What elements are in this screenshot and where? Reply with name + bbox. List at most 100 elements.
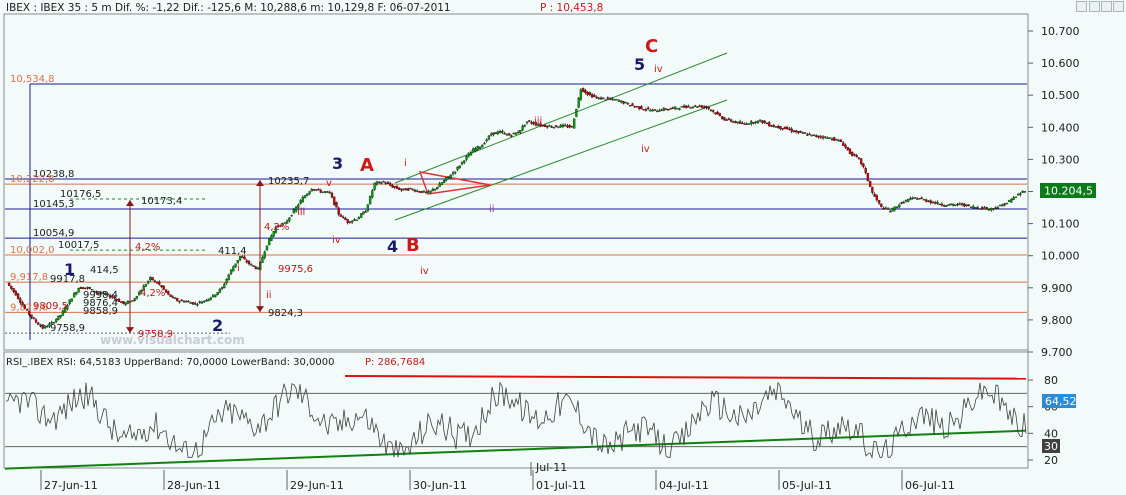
candle-body bbox=[629, 105, 632, 107]
candle-body bbox=[321, 191, 325, 194]
candle-body bbox=[862, 163, 865, 167]
scroll-up-button[interactable] bbox=[1076, 1, 1087, 12]
candle-body bbox=[555, 125, 558, 128]
candle-body bbox=[696, 106, 699, 108]
candle-body bbox=[911, 197, 914, 199]
candle-body bbox=[821, 136, 825, 139]
wave-label: iii bbox=[297, 207, 305, 218]
candle-body bbox=[824, 136, 827, 138]
candle-body bbox=[920, 197, 923, 199]
candle-body bbox=[10, 285, 13, 289]
candle-body bbox=[537, 124, 540, 126]
candle-body bbox=[806, 134, 809, 136]
candle-body bbox=[790, 128, 793, 132]
candle-body bbox=[351, 220, 354, 223]
candle-body bbox=[608, 98, 612, 100]
candle-body bbox=[891, 207, 894, 212]
candle-body bbox=[465, 156, 468, 160]
candle-body bbox=[644, 109, 648, 111]
candle-body bbox=[171, 296, 174, 298]
price-tick-label: 9.800 bbox=[1041, 314, 1073, 327]
candle-body bbox=[815, 135, 818, 137]
candle-body bbox=[716, 111, 719, 115]
candle-body bbox=[940, 203, 944, 206]
candle-body bbox=[918, 198, 921, 200]
candle-body bbox=[720, 116, 724, 119]
candle-body bbox=[523, 125, 526, 127]
candle-body bbox=[310, 189, 313, 192]
time-axis: 27-Jun-11 28-Jun-11 29-Jun-11 30-Jun-11 01-J… bbox=[40, 461, 955, 492]
price-tick-label: 10.400 bbox=[1041, 121, 1080, 134]
candle-body bbox=[727, 118, 731, 120]
candle-body bbox=[783, 126, 787, 130]
candle-body bbox=[734, 121, 737, 123]
candle-body bbox=[324, 191, 327, 193]
candle-body bbox=[992, 208, 995, 210]
wave-label: C bbox=[645, 36, 658, 57]
candle-body bbox=[525, 121, 529, 124]
candle-body bbox=[357, 217, 361, 220]
candle-body bbox=[288, 217, 291, 221]
candle-body bbox=[846, 147, 849, 151]
price-tick-label: 10.500 bbox=[1041, 89, 1080, 102]
candle-body bbox=[99, 292, 103, 294]
candle-body bbox=[812, 134, 816, 136]
candle-body bbox=[64, 306, 67, 313]
candle-body bbox=[84, 287, 87, 290]
candle-body bbox=[792, 130, 796, 133]
candle-body bbox=[492, 132, 495, 135]
candle-body bbox=[788, 128, 791, 131]
level-label: 9758,9 bbox=[50, 323, 85, 334]
minimize-button[interactable] bbox=[1089, 1, 1100, 12]
candle-body bbox=[135, 296, 139, 299]
candle-body bbox=[319, 190, 322, 193]
candle-body bbox=[579, 89, 583, 100]
candle-body bbox=[106, 293, 109, 296]
candle-body bbox=[373, 182, 376, 190]
candle-body bbox=[436, 186, 439, 190]
wave-label: iv bbox=[654, 64, 663, 75]
candle-body bbox=[712, 110, 715, 112]
candle-body bbox=[425, 191, 428, 194]
candle-body bbox=[853, 153, 856, 156]
candle-body bbox=[539, 123, 542, 126]
price-tick-label: 10.300 bbox=[1041, 153, 1080, 166]
candle-body bbox=[694, 105, 697, 107]
level-label: 9,823,6 bbox=[10, 302, 48, 313]
candle-body bbox=[72, 293, 76, 298]
candle-body bbox=[898, 204, 901, 208]
candle-body bbox=[209, 297, 213, 300]
candle-body bbox=[963, 203, 966, 207]
candle-body bbox=[954, 204, 957, 206]
wave-label: 1 bbox=[64, 260, 75, 279]
candle-body bbox=[196, 304, 199, 306]
rsi-line bbox=[5, 381, 1027, 459]
candle-body bbox=[900, 201, 903, 204]
candle-body bbox=[886, 208, 890, 210]
candle-body bbox=[960, 203, 964, 205]
time-label: 06-Jul-11 bbox=[905, 479, 955, 492]
candle-body bbox=[617, 100, 621, 102]
candle-body bbox=[752, 122, 755, 124]
time-label: 04-Jul-11 bbox=[659, 479, 709, 492]
rsi-tick-label: 20 bbox=[1044, 454, 1058, 467]
candle-body bbox=[382, 181, 385, 183]
candle-body bbox=[743, 123, 746, 125]
candle-body bbox=[333, 196, 336, 205]
candle-body bbox=[514, 132, 518, 135]
candle-body bbox=[474, 148, 477, 152]
close-button[interactable] bbox=[1113, 1, 1124, 12]
candle-body bbox=[999, 204, 1002, 207]
candle-body bbox=[718, 113, 722, 117]
candle-body bbox=[1003, 203, 1006, 206]
candle-body bbox=[463, 160, 466, 163]
candle-body bbox=[638, 106, 641, 109]
restore-button[interactable] bbox=[1101, 1, 1112, 12]
time-label: 05-Jul-11 bbox=[782, 479, 832, 492]
candle-body bbox=[564, 125, 567, 127]
candle-body bbox=[774, 126, 778, 128]
candle-body bbox=[445, 177, 448, 181]
candle-body bbox=[754, 121, 757, 124]
candle-body bbox=[521, 125, 524, 131]
